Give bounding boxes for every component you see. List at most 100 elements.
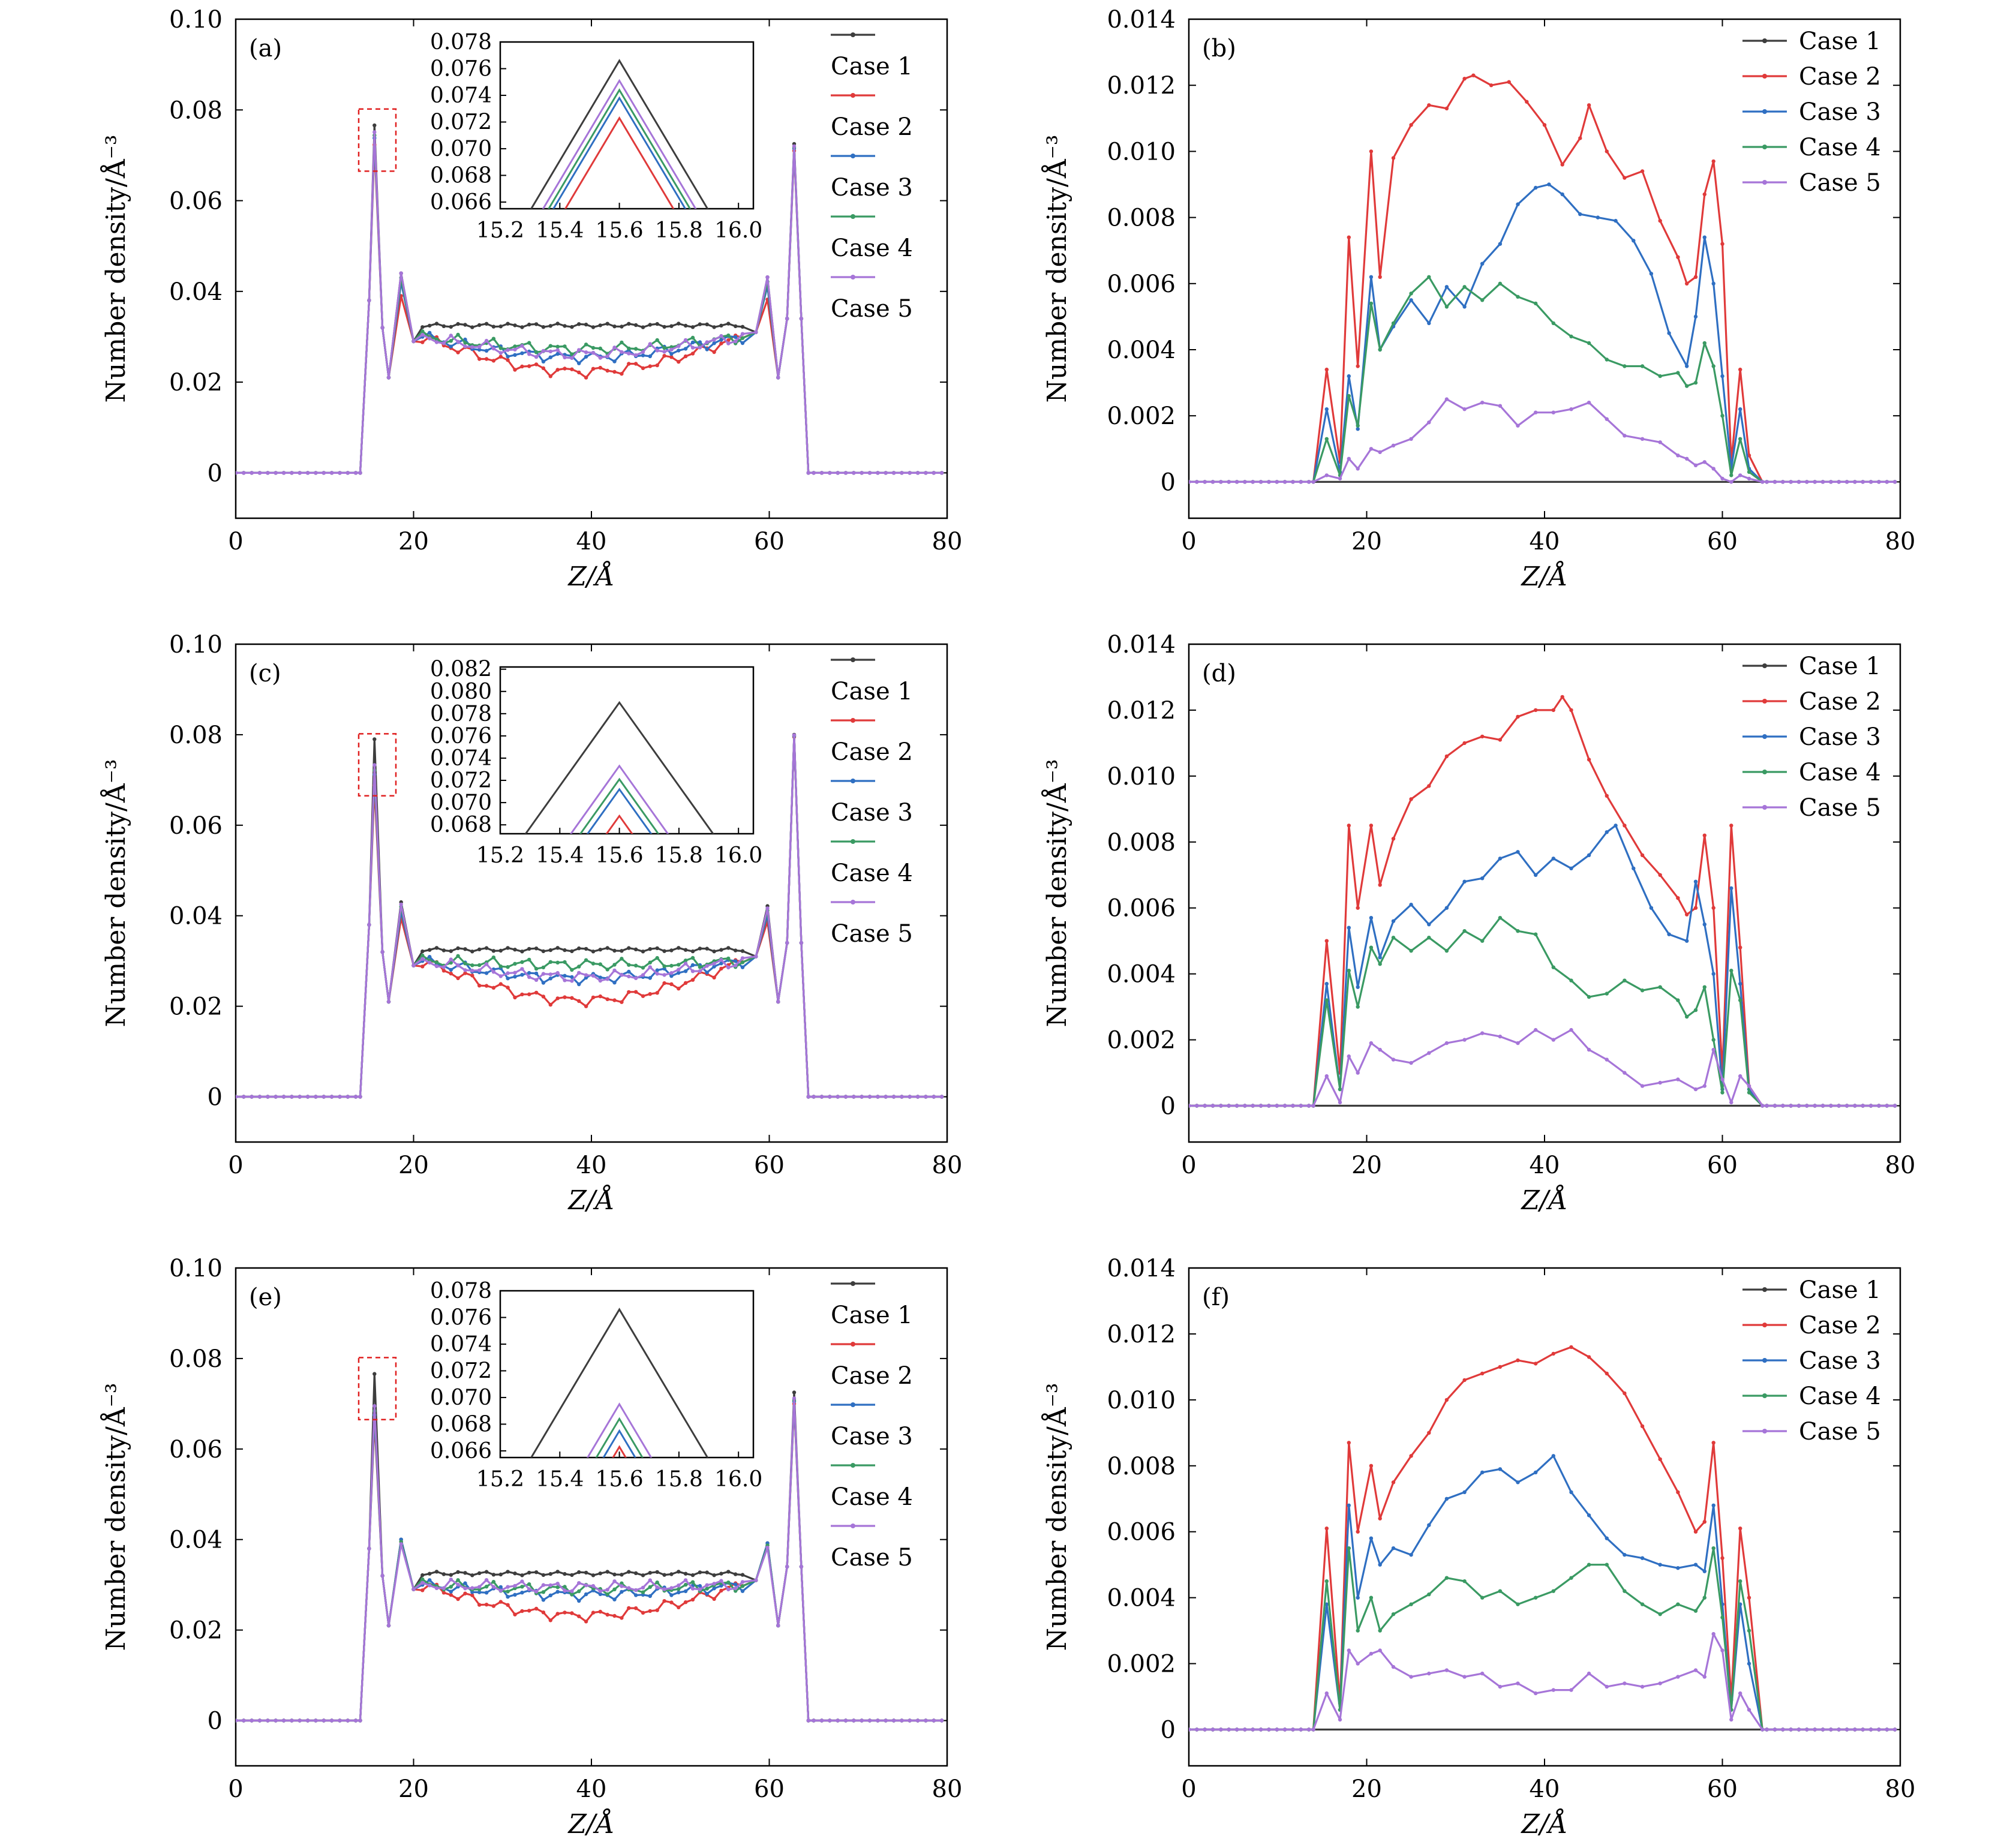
- data-point-case-2: [662, 354, 666, 358]
- data-point-case-2: [498, 354, 503, 359]
- data-point-case-4: [1516, 1602, 1520, 1606]
- data-point-case-5: [852, 1095, 856, 1099]
- data-point-case-5: [548, 349, 552, 354]
- data-point-case-5: [470, 969, 474, 973]
- data-point-case-1: [726, 321, 731, 326]
- data-point-case-2: [1534, 1362, 1538, 1366]
- data-point-case-1: [740, 1573, 745, 1577]
- data-point-case-3: [598, 1592, 602, 1596]
- data-point-case-5: [1258, 480, 1263, 484]
- data-point-case-5: [250, 1718, 254, 1723]
- inset-series-group: [530, 59, 709, 209]
- data-point-case-3: [555, 1589, 560, 1594]
- data-point-case-5: [1378, 450, 1382, 454]
- data-point-case-5: [305, 1095, 310, 1099]
- data-point-case-2: [470, 973, 474, 978]
- data-point-case-5: [274, 471, 278, 475]
- data-point-case-5: [1534, 1691, 1538, 1696]
- data-point-case-1: [420, 1573, 425, 1577]
- y-tick-label: 0.012: [1107, 697, 1176, 725]
- data-point-case-1: [591, 949, 596, 954]
- y-tick-label: 0.008: [1107, 1453, 1176, 1480]
- data-point-case-2: [1623, 824, 1627, 828]
- data-point-case-3: [506, 1595, 510, 1599]
- data-point-case-5: [1409, 1060, 1413, 1065]
- data-point-case-5: [1623, 434, 1627, 438]
- x-tick-label: 60: [1707, 1152, 1738, 1179]
- data-point-case-5: [484, 338, 489, 343]
- data-point-case-1: [677, 1570, 681, 1574]
- data-point-case-5: [449, 333, 453, 338]
- data-point-case-5: [548, 972, 552, 976]
- data-point-case-2: [477, 984, 482, 988]
- inset-y-tick-label: 0.074: [430, 746, 492, 771]
- data-point-case-5: [411, 1587, 416, 1591]
- y-axis-label: Number density/Å⁻³: [100, 1383, 131, 1651]
- y-axis-label: Number density/Å⁻³: [1041, 759, 1072, 1027]
- data-point-case-2: [498, 1600, 503, 1604]
- data-point-case-3: [1356, 1595, 1360, 1600]
- data-point-case-4: [641, 1590, 645, 1594]
- data-point-case-4: [1605, 357, 1609, 362]
- data-point-case-5: [605, 1588, 609, 1592]
- panel-label: (b): [1202, 35, 1236, 62]
- data-point-case-5: [591, 973, 596, 978]
- data-point-case-1: [627, 946, 631, 950]
- data-point-case-3: [648, 354, 653, 359]
- data-point-case-1: [620, 949, 624, 953]
- legend-label-case-5: Case 5: [831, 1544, 913, 1571]
- data-point-case-2: [598, 994, 602, 999]
- data-point-case-2: [1409, 123, 1413, 127]
- data-point-case-5: [1189, 1727, 1191, 1732]
- data-point-case-1: [655, 321, 659, 326]
- data-point-case-5: [1189, 1104, 1191, 1108]
- data-point-case-1: [669, 1572, 674, 1576]
- data-point-case-4: [555, 344, 560, 349]
- data-point-case-5: [386, 1623, 391, 1628]
- data-point-case-2: [1702, 833, 1706, 838]
- data-point-case-2: [1711, 906, 1715, 910]
- data-point-case-2: [1409, 1454, 1413, 1458]
- data-point-case-1: [633, 1571, 638, 1575]
- data-point-case-3: [506, 354, 510, 359]
- data-point-case-5: [598, 356, 602, 360]
- y-tick-label: 0: [1161, 1093, 1176, 1120]
- data-point-case-5: [257, 1095, 262, 1099]
- data-point-case-5: [305, 1718, 310, 1723]
- inset-x-tick-label: 16.0: [714, 218, 762, 243]
- inset-y-tick-label: 0.070: [430, 137, 492, 161]
- data-point-case-3: [627, 969, 631, 974]
- data-point-case-1: [740, 949, 745, 953]
- data-point-case-1: [690, 325, 695, 329]
- legend-label-case-5: Case 5: [1799, 169, 1881, 197]
- data-point-case-5: [867, 471, 872, 475]
- data-point-case-5: [655, 348, 659, 353]
- data-point-case-5: [1267, 1104, 1271, 1108]
- data-point-case-5: [1729, 480, 1733, 484]
- data-point-case-5: [860, 1718, 864, 1723]
- data-point-case-1: [577, 1570, 581, 1574]
- data-point-case-5: [1210, 1104, 1215, 1108]
- y-tick-label: 0.006: [1107, 895, 1176, 923]
- data-point-case-5: [484, 962, 489, 966]
- data-point-case-4: [1378, 347, 1382, 352]
- x-tick-label: 0: [228, 1775, 243, 1803]
- legend-marker-case-5: [851, 275, 855, 280]
- data-point-case-4: [1516, 295, 1520, 299]
- inset-x-tick-label: 16.0: [714, 843, 762, 868]
- data-point-case-1: [372, 123, 377, 128]
- data-point-case-1: [591, 1573, 596, 1577]
- data-point-case-3: [1640, 1556, 1645, 1560]
- data-point-case-4: [1605, 991, 1609, 996]
- data-point-case-5: [1195, 480, 1199, 484]
- data-point-case-5: [1275, 1104, 1279, 1108]
- x-axis-label: Z/Å: [567, 1184, 614, 1216]
- data-point-case-5: [867, 1095, 872, 1099]
- legend-label-case-4: Case 4: [1799, 1383, 1881, 1410]
- legend-label-case-5: Case 5: [831, 295, 913, 323]
- data-point-case-4: [1587, 994, 1591, 999]
- data-point-case-3: [612, 981, 617, 985]
- data-point-case-2: [456, 976, 460, 981]
- data-point-case-2: [584, 375, 588, 380]
- data-point-case-5: [563, 978, 567, 982]
